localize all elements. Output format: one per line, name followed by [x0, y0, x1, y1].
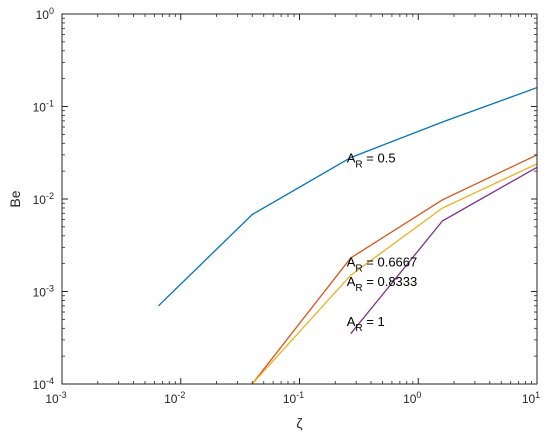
x-axis-label: ζ [296, 415, 302, 431]
x-axis-ticks: 10-3 10-2 10-1 100 101 [45, 14, 540, 406]
series-line-3 [251, 163, 537, 384]
x-tick-label: 10-1 [283, 390, 304, 406]
series-annotation-4: AR = 1 [347, 314, 385, 334]
series-layer [158, 86, 537, 384]
y-axis-label: Be [7, 190, 23, 207]
series-line-1 [158, 86, 537, 307]
series-annotation-1: AR = 0.5 [347, 151, 396, 171]
x-tick-label: 100 [403, 390, 421, 406]
x-tick-label: 10-3 [45, 390, 66, 406]
series-line-4 [350, 166, 537, 335]
y-tick-label: 100 [36, 6, 54, 22]
y-tick-label: 10-3 [33, 284, 54, 300]
series-annotation-2: AR = 0.6667 [347, 255, 417, 275]
x-tick-label: 101 [522, 390, 540, 406]
y-tick-label: 10-2 [33, 191, 54, 207]
x-tick-label: 10-2 [164, 390, 185, 406]
y-axis-ticks: 10-4 10-3 10-2 10-1 100 [33, 6, 537, 392]
series-line-2 [251, 154, 537, 384]
y-tick-label: 10-1 [33, 99, 54, 115]
y-tick-label: 10-4 [33, 376, 54, 392]
plot-frame [61, 13, 538, 385]
series-annotation-3: AR = 0.8333 [347, 274, 417, 294]
